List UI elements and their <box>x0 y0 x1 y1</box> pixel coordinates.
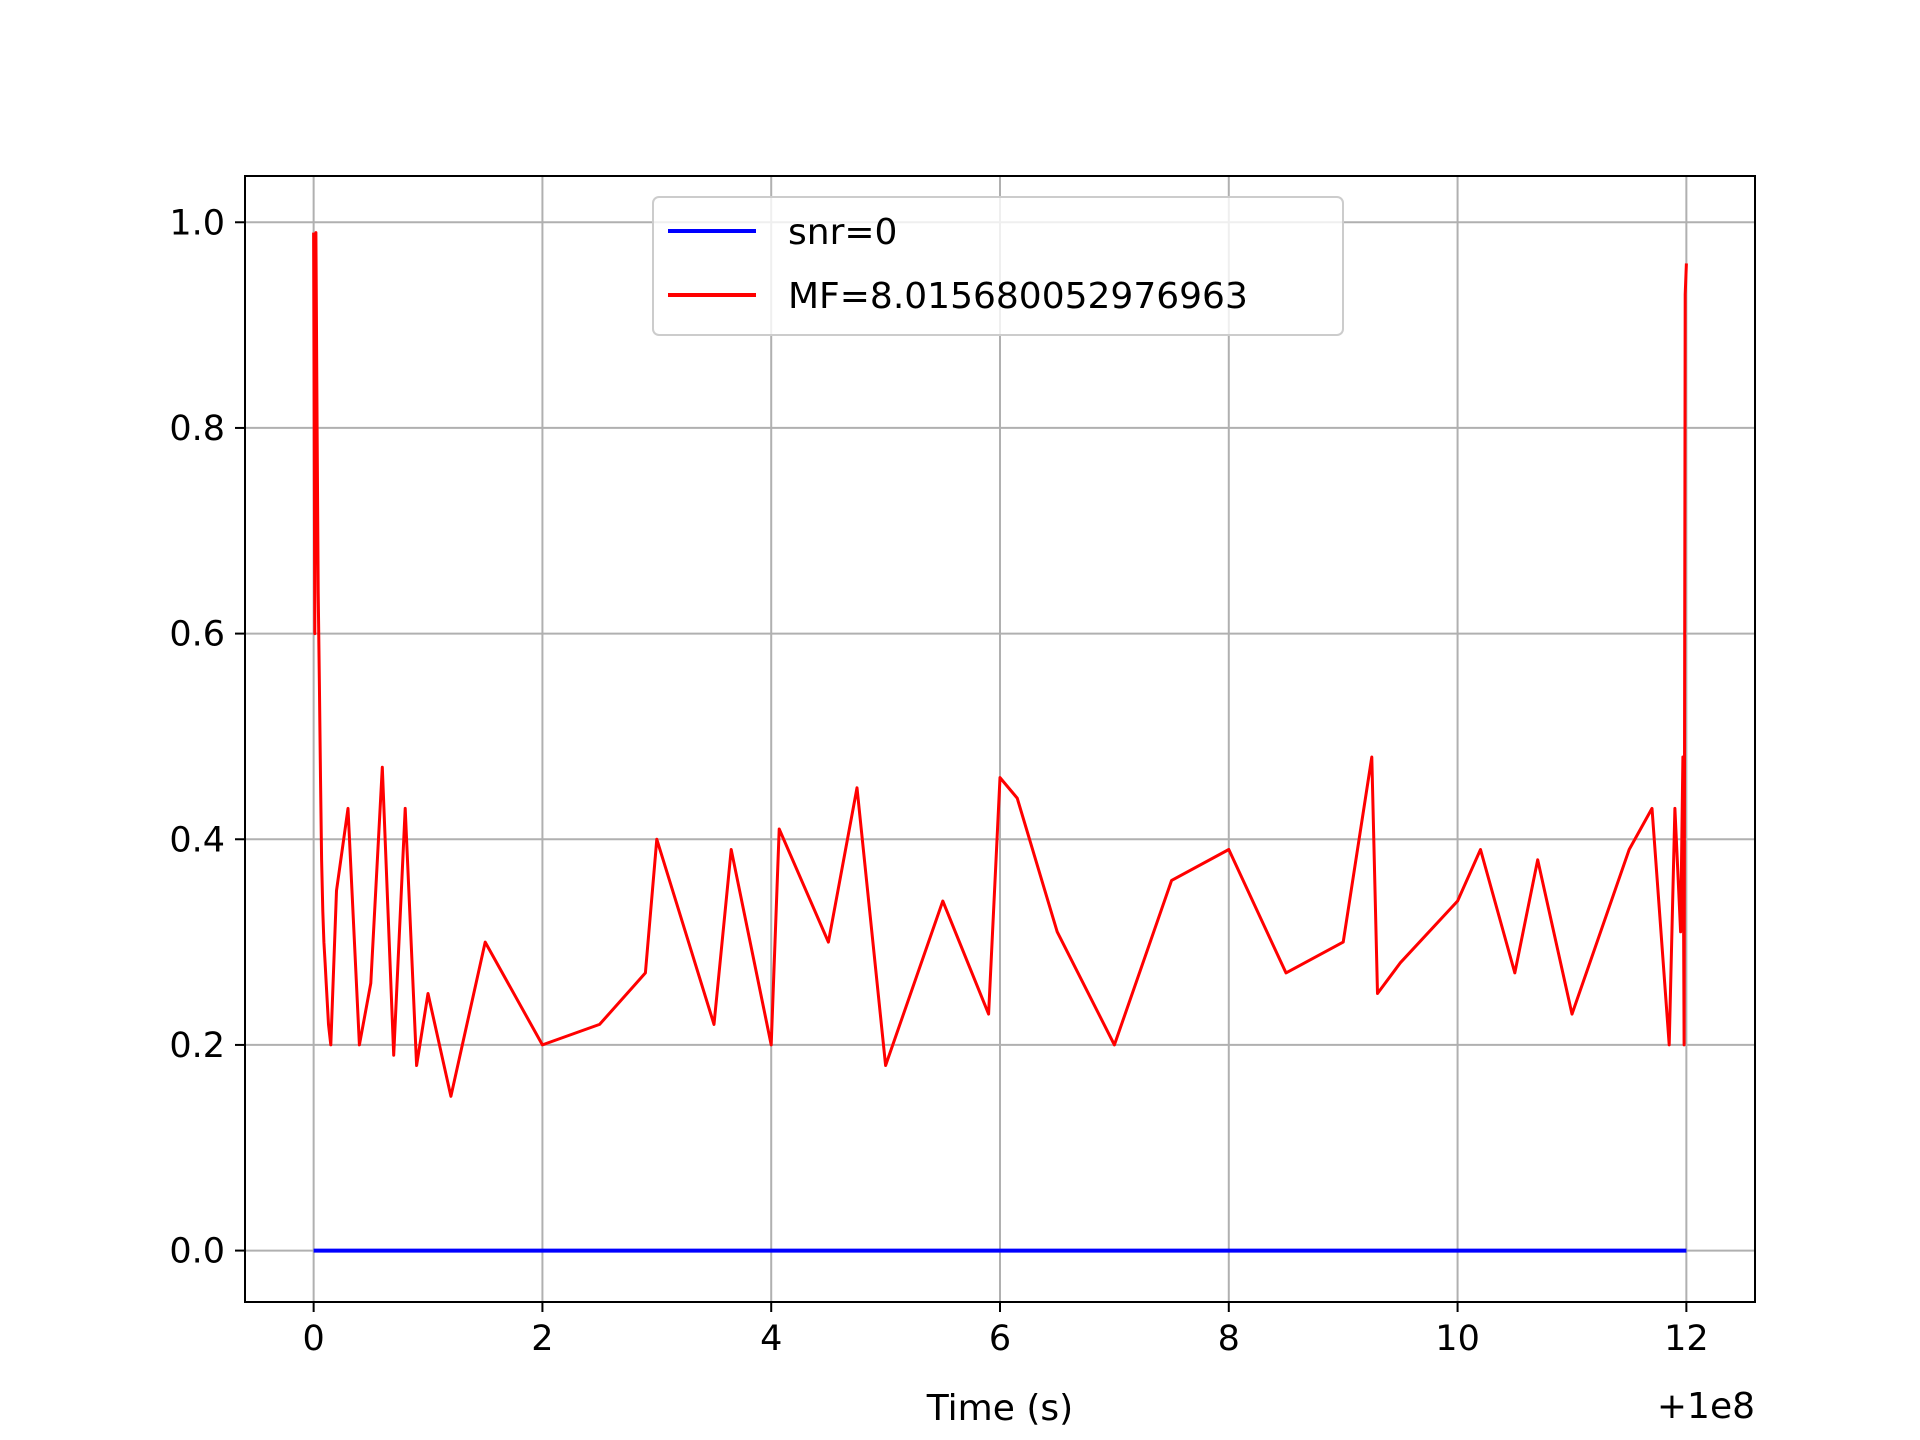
legend-label-snr: snr=0 <box>788 212 897 253</box>
x-axis-label: Time (s) <box>926 1388 1073 1429</box>
legend-label-mf: MF=8.015680052976963 <box>788 276 1248 317</box>
y-tick-label: 0.2 <box>169 1026 225 1066</box>
x-tick-label: 10 <box>1435 1319 1480 1359</box>
y-tick-label: 0.8 <box>169 409 225 449</box>
x-offset-label: +1e8 <box>1657 1386 1755 1427</box>
x-tick-label: 8 <box>1218 1319 1240 1359</box>
x-tick-label: 12 <box>1664 1319 1709 1359</box>
y-tick-label: 1.0 <box>169 203 225 243</box>
series-line-1 <box>312 231 1688 1098</box>
x-tick-label: 6 <box>989 1319 1011 1359</box>
y-tick-label: 0.4 <box>169 820 225 860</box>
series-lines <box>312 231 1688 1253</box>
x-tick-label: 0 <box>302 1319 324 1359</box>
y-tick-label: 0.6 <box>169 615 225 655</box>
y-tick-label: 0.0 <box>169 1232 225 1272</box>
axis-ticks: 0 2 4 6 8 10 12 0.0 0.2 0.4 0.6 0.8 1.0 <box>169 203 1708 1359</box>
legend-frame <box>652 196 1344 336</box>
x-tick-label: 2 <box>531 1319 553 1359</box>
legend: snr=0 MF=8.015680052976963 <box>652 196 1344 336</box>
x-tick-label: 4 <box>760 1319 782 1359</box>
